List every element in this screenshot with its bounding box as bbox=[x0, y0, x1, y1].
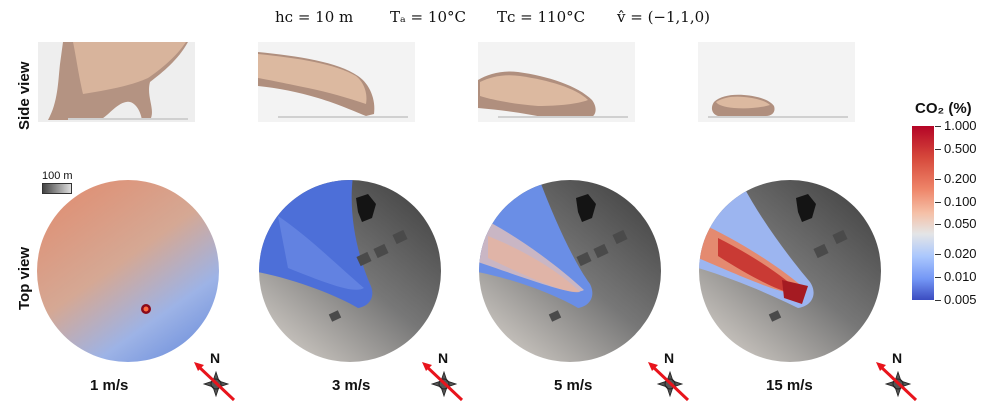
colorbar-tick bbox=[935, 224, 941, 225]
top-view-panel-2 bbox=[258, 176, 442, 366]
colorbar-tick-label: 1.000 bbox=[944, 118, 977, 133]
compass-rose-icon bbox=[876, 362, 918, 402]
compass-2: N bbox=[420, 350, 476, 406]
parameter-header: hᴄ = 10 m Tₐ = 10°C Tᴄ = 110°C v̂ = (−1,… bbox=[0, 8, 1001, 34]
top-concentration-map bbox=[37, 180, 219, 362]
compass-3: N bbox=[646, 350, 702, 406]
side-plume-image bbox=[38, 42, 195, 122]
colorbar bbox=[912, 126, 934, 300]
wind-speed-label-3: 5 m/s bbox=[554, 377, 593, 394]
side-plume-image bbox=[478, 42, 635, 122]
side-view-label: Side view bbox=[16, 61, 33, 130]
colorbar-title: CO₂ (%) bbox=[915, 100, 972, 117]
top-concentration-map bbox=[479, 180, 661, 362]
scale-bar-label: 100 m bbox=[42, 170, 73, 182]
colorbar-tick-label: 0.050 bbox=[944, 216, 977, 231]
colorbar-tick-label: 0.020 bbox=[944, 246, 977, 261]
side-view-panel-3 bbox=[478, 42, 635, 122]
side-view-panel-1 bbox=[38, 42, 195, 122]
colorbar-tick-label: 0.100 bbox=[944, 194, 977, 209]
compass-rose-icon bbox=[422, 362, 464, 402]
top-concentration-map bbox=[259, 180, 441, 362]
side-plume-image bbox=[258, 42, 415, 122]
north-label: N bbox=[438, 350, 449, 366]
north-label: N bbox=[664, 350, 675, 366]
colorbar-tick-label: 0.200 bbox=[944, 171, 977, 186]
compass-1: N bbox=[192, 350, 248, 406]
colorbar-tick-label: 0.500 bbox=[944, 141, 977, 156]
colorbar-tick bbox=[935, 126, 941, 127]
side-plume-image bbox=[698, 42, 855, 122]
header-co2-temperature: Tᴄ = 110°C bbox=[497, 8, 586, 26]
header-wind-direction: v̂ = (−1,1,0) bbox=[617, 8, 711, 26]
wind-speed-label-1: 1 m/s bbox=[90, 377, 129, 394]
scale-bar-gradient bbox=[42, 183, 72, 194]
colorbar-tick bbox=[935, 277, 941, 278]
compass-4: N bbox=[874, 350, 930, 406]
wind-speed-label-2: 3 m/s bbox=[332, 377, 371, 394]
top-view-label: Top view bbox=[16, 246, 33, 310]
north-label: N bbox=[892, 350, 903, 366]
compass-rose-icon bbox=[648, 362, 690, 402]
top-view-panel-3 bbox=[478, 176, 662, 366]
colorbar-tick-label: 0.005 bbox=[944, 292, 977, 307]
colorbar-tick bbox=[935, 300, 941, 301]
compass-rose-icon bbox=[194, 362, 236, 402]
header-ambient-temperature: Tₐ = 10°C bbox=[390, 8, 466, 26]
top-concentration-map bbox=[699, 180, 881, 362]
wind-speed-label-4: 15 m/s bbox=[766, 377, 813, 394]
north-label: N bbox=[210, 350, 221, 366]
colorbar-tick bbox=[935, 149, 941, 150]
top-view-panel-1 bbox=[36, 176, 220, 366]
side-view-panel-2 bbox=[258, 42, 415, 122]
scale-bar: 100 m bbox=[42, 170, 73, 194]
top-view-panel-4 bbox=[698, 176, 882, 366]
colorbar-tick bbox=[935, 179, 941, 180]
colorbar-tick-label: 0.010 bbox=[944, 269, 977, 284]
header-release-height: hᴄ = 10 m bbox=[275, 8, 354, 26]
colorbar-tick bbox=[935, 202, 941, 203]
side-view-panel-4 bbox=[698, 42, 855, 122]
colorbar-tick bbox=[935, 254, 941, 255]
